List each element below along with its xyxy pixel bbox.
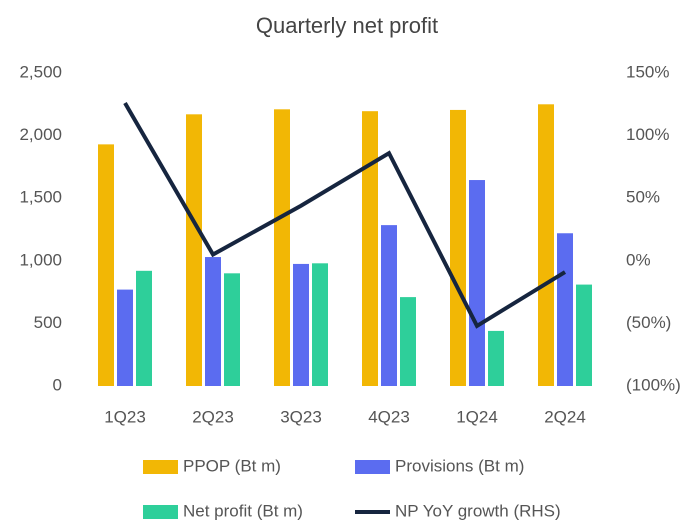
y2-tick-label: 150% — [626, 62, 669, 81]
y2-tick-label: 50% — [626, 188, 660, 207]
x-tick-label: 2Q24 — [544, 407, 586, 426]
bar — [312, 263, 328, 386]
y-tick-label: 1,500 — [19, 188, 62, 207]
bar — [488, 330, 504, 386]
bar — [136, 270, 152, 386]
legend-swatch — [355, 460, 390, 474]
legend-label: Provisions (Bt m) — [395, 456, 524, 475]
bar — [538, 104, 554, 387]
bar — [293, 263, 309, 386]
bar — [557, 233, 573, 386]
bar — [576, 284, 592, 386]
x-tick-label: 3Q23 — [280, 407, 322, 426]
y-tick-label: 2,000 — [19, 125, 62, 144]
bar — [362, 111, 378, 386]
legend-label: PPOP (Bt m) — [183, 456, 281, 475]
legend-label: Net profit (Bt m) — [183, 501, 303, 520]
x-tick-label: 4Q23 — [368, 407, 410, 426]
bar — [224, 273, 240, 386]
bar — [381, 225, 397, 386]
bar — [98, 144, 114, 386]
y2-tick-label: (100%) — [626, 375, 681, 394]
bar — [186, 114, 202, 386]
y-tick-label: 2,500 — [19, 62, 62, 81]
bar — [274, 109, 290, 387]
legend-swatch — [143, 460, 178, 474]
chart-title: Quarterly net profit — [256, 13, 438, 38]
legend-label: NP YoY growth (RHS) — [395, 501, 561, 520]
bar — [450, 109, 466, 387]
y2-tick-label: (50%) — [626, 313, 671, 332]
y-tick-label: 500 — [34, 313, 62, 332]
y2-tick-label: 0% — [626, 250, 651, 269]
x-tick-label: 1Q23 — [104, 407, 146, 426]
line — [123, 102, 567, 329]
bar — [469, 180, 485, 386]
bar — [400, 297, 416, 386]
x-tick-label: 1Q24 — [456, 407, 498, 426]
bar — [117, 289, 133, 386]
y-tick-label: 1,000 — [19, 250, 62, 269]
bar — [205, 257, 221, 386]
y-tick-label: 0 — [53, 375, 62, 394]
x-tick-label: 2Q23 — [192, 407, 234, 426]
y2-tick-label: 100% — [626, 125, 669, 144]
legend-swatch — [143, 505, 178, 519]
